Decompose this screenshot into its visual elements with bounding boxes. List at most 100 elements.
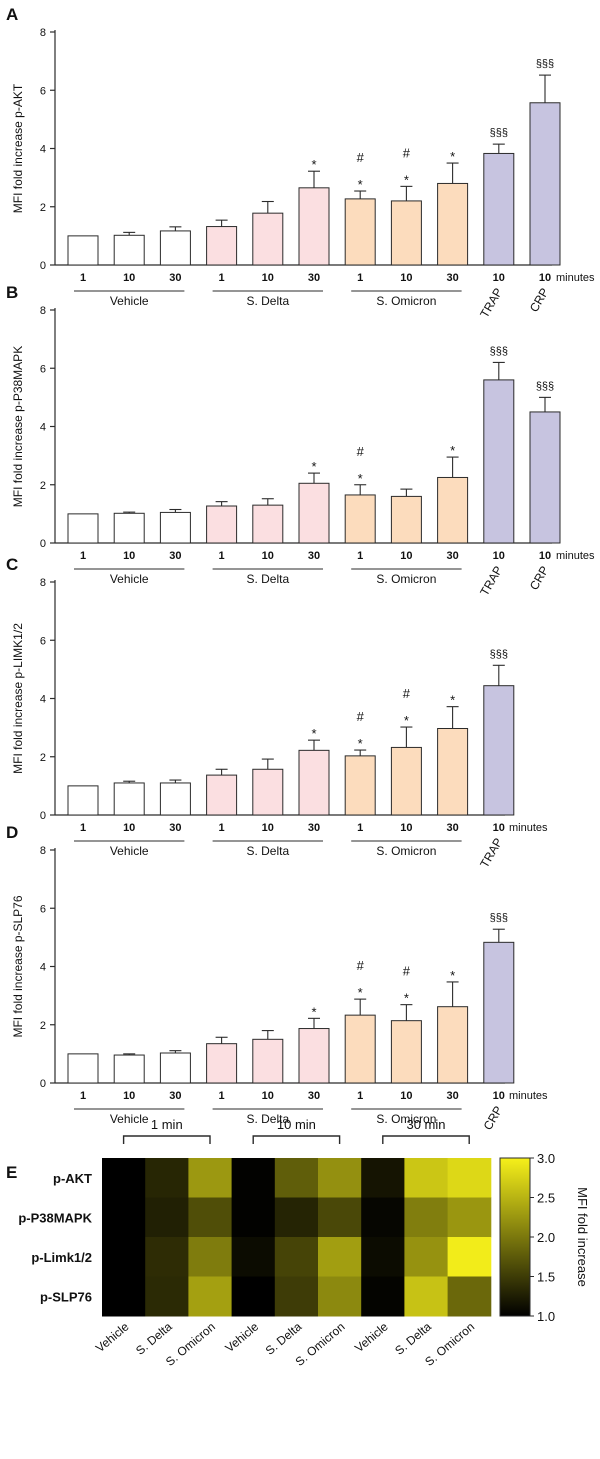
x-tick-label: 1 [80,272,86,284]
significance-star: * [358,177,363,192]
bar [483,379,515,544]
heatmap-cell [447,1276,492,1317]
bar [159,230,191,266]
colorbar-tick-label: 3.0 [537,1151,555,1166]
heatmap-column-label: S. Delta [263,1319,305,1357]
significance-star: * [311,459,316,474]
significance-hash: # [357,444,365,459]
heatmap-group-bracket [382,1135,470,1144]
y-tick-label: 0 [40,1078,46,1090]
agonist-label: TRAP [477,564,505,599]
group-label: S. Omicron [376,294,436,308]
heatmap-cell [318,1237,362,1277]
significance-star: * [404,713,409,728]
group-label: S. Omicron [376,572,436,586]
x-tick-label: 1 [219,550,225,562]
bar [67,785,99,816]
heatmap-cell [145,1158,189,1198]
bar [529,411,561,544]
x-tick-label: 30 [308,1090,320,1102]
x-tick-label: 10 [123,822,135,834]
x-tick-label: 30 [308,272,320,284]
agonist-label: CRP [527,564,552,593]
x-tick-label: 30 [169,550,181,562]
heatmap-cell [318,1197,362,1238]
x-tick-label: 10 [400,272,412,284]
heatmap-cell [404,1237,449,1277]
x-tick-label: 10 [493,1090,505,1102]
bar [67,235,99,266]
y-tick-label: 8 [40,27,46,39]
agonist-label: TRAP [477,286,505,321]
heatmap-column-label: S. Delta [133,1319,175,1357]
heatmap-cell [231,1158,276,1198]
significance-section: §§§ [536,380,554,392]
bar [206,226,238,266]
colorbar-tick-label: 2.0 [537,1230,555,1245]
bar [113,782,145,816]
heatmap-cell [318,1158,362,1198]
x-tick-label: 10 [123,1090,135,1102]
x-tick-label: 1 [219,1090,225,1102]
heatmap-cell [102,1158,146,1198]
y-tick-label: 2 [40,202,46,214]
bar [344,198,376,266]
bar-chart-D: D 0 2 4 6 8 MFI fold increase p-SLP76 1 10 30 1 10 *… [6,823,548,1132]
x-tick-label: 10 [262,550,274,562]
x-tick-label: 1 [80,822,86,834]
heatmap-cell [361,1158,405,1198]
heatmap-cell [188,1276,233,1317]
x-tick-label: 1 [80,1090,86,1102]
x-tick-label: 30 [169,822,181,834]
heatmap-group-bracket [122,1135,211,1144]
heatmap-cell [188,1237,233,1277]
bar [483,152,515,266]
significance-star: * [450,149,455,164]
group-label: S. Omicron [376,844,436,858]
bar-chart-A: A 0 2 4 6 8 MFI fold increase p-AKT 1 10 30 1 10 * 30… [6,5,595,320]
y-tick-label: 2 [40,480,46,492]
bar [298,1028,330,1084]
bar-chart-C: C 0 2 4 6 8 MFI fold increase p-LIMK1/2 1 10 30 1 1… [6,555,548,870]
x-tick-label: 1 [80,550,86,562]
group-label: S. Delta [246,1112,289,1126]
significance-star: * [404,172,409,187]
heatmap-cell [102,1197,146,1238]
significance-star: * [311,726,316,741]
x-tick-label: 1 [357,550,363,562]
heatmap-row-label: p-SLP76 [40,1289,92,1304]
y-tick-label: 4 [40,694,46,706]
y-tick-label: 8 [40,845,46,857]
colorbar [499,1157,531,1317]
y-tick-label: 6 [40,85,46,97]
significance-section: §§§ [536,58,554,70]
agonist-label: CRP [527,286,552,315]
y-tick-label: 8 [40,577,46,589]
x-tick-label: 10 [493,822,505,834]
heatmap-column-label: Vehicle [352,1319,391,1355]
bar [344,755,376,816]
group-label: Vehicle [110,572,149,586]
bar [298,482,330,544]
significance-star: * [358,985,363,1000]
significance-star: * [450,968,455,983]
bar [437,476,469,544]
heatmap-group-label: 1 min [151,1117,183,1132]
y-tick-label: 0 [40,260,46,272]
bar [206,1043,238,1084]
x-tick-label: 30 [446,272,458,284]
x-tick-label: 1 [357,1090,363,1102]
heatmap-row-label: p-AKT [53,1171,92,1186]
bar [206,505,238,544]
y-tick-label: 6 [40,635,46,647]
heatmap-cell [404,1158,449,1198]
bar [437,727,469,816]
heatmap-cell [274,1197,319,1238]
significance-hash: # [357,709,365,724]
x-tick-label: 10 [400,1090,412,1102]
bar [390,200,422,266]
y-tick-label: 4 [40,144,46,156]
bar [298,187,330,266]
y-tick-label: 4 [40,962,46,974]
x-tick-label: 10 [400,822,412,834]
